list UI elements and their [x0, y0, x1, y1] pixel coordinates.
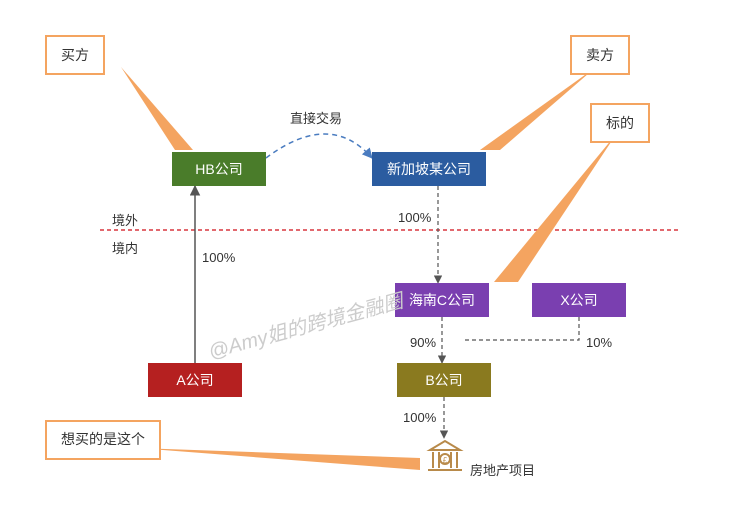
bank-icon: £	[425, 438, 465, 478]
node-sg: 新加坡某公司	[372, 152, 486, 186]
node-b: B公司	[397, 363, 491, 397]
label-90: 90%	[410, 335, 436, 350]
label-project: 房地产项目	[470, 460, 535, 479]
node-hb: HB公司	[172, 152, 266, 186]
label-100-a: 100%	[202, 250, 235, 265]
svg-text:£: £	[443, 456, 448, 465]
callout-want: 想买的是这个	[45, 420, 161, 460]
callout-seller: 卖方	[570, 35, 630, 75]
label-100-sg: 100%	[398, 210, 431, 225]
node-hainan: 海南C公司	[395, 283, 489, 317]
callout-target: 标的	[590, 103, 650, 143]
label-domestic: 境内	[112, 238, 138, 257]
label-10: 10%	[586, 335, 612, 350]
node-x: X公司	[532, 283, 626, 317]
label-direct: 直接交易	[290, 108, 342, 127]
callout-buyer: 买方	[45, 35, 105, 75]
label-overseas: 境外	[112, 210, 138, 229]
label-100-b: 100%	[403, 410, 436, 425]
watermark: @Amy姐的跨境金融圈	[205, 285, 406, 365]
node-a: A公司	[148, 363, 242, 397]
